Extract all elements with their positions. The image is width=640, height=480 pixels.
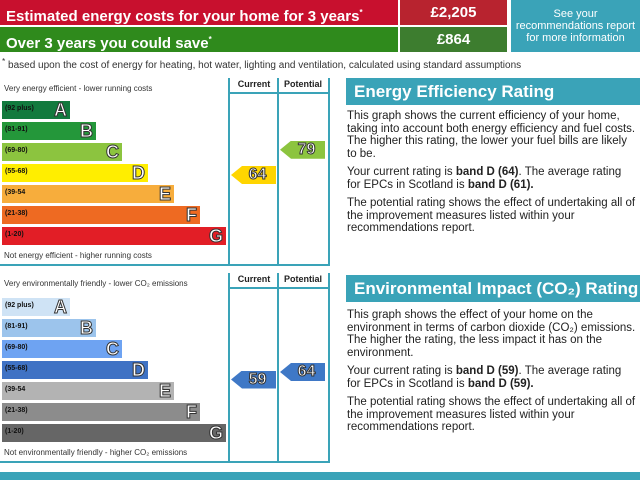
right-border <box>328 78 330 264</box>
band-letter: B <box>80 318 94 339</box>
band-range: (39-54 <box>5 189 26 196</box>
band-range: (21-38) <box>5 210 28 217</box>
band-letter: G <box>208 423 223 444</box>
bottom-caption: Not environmentally friendly - higher CO… <box>4 448 188 457</box>
potential-rating-arrow: 79 <box>280 140 325 159</box>
band-letter: B <box>80 121 94 142</box>
top-caption: Very environmentally friendly - lower CO… <box>4 279 188 288</box>
band-bar-c: (69-80) C <box>2 339 122 360</box>
header-divider <box>228 287 330 289</box>
energy-panel-title: Energy Efficiency Rating <box>346 78 640 105</box>
band-range: (69-80) <box>5 344 28 351</box>
bottom-caption: Not energy efficient - higher running co… <box>4 251 152 260</box>
estimated-costs-value: £2,205 <box>400 0 507 25</box>
header-divider <box>228 92 330 94</box>
band-bar-a: (92 plus) A <box>2 100 70 121</box>
band-bar-f: (21-38) F <box>2 402 200 423</box>
band-bar-b: (81-91) B <box>2 121 96 142</box>
actions-banner <box>0 472 640 480</box>
band-bar-d: (55-68) D <box>2 360 148 381</box>
env-panel-text: This graph shows the effect of your home… <box>347 309 636 433</box>
band-letter: D <box>132 163 146 184</box>
band-letter: F <box>186 205 198 226</box>
potential-header: Potential <box>283 274 322 284</box>
band-range: (92 plus) <box>5 302 34 309</box>
footnote: * based upon the cost of energy for heat… <box>2 56 522 72</box>
top-caption: Very energy efficient - lower running co… <box>4 84 153 93</box>
recommendations-report-link[interactable]: See your recommendations report for more… <box>511 0 640 52</box>
band-letter: C <box>106 142 120 163</box>
band-letter: D <box>132 360 146 381</box>
band-range: (1-20) <box>5 428 24 435</box>
band-letter: E <box>158 381 171 402</box>
recommendations-link-text[interactable]: See your recommendations report for more… <box>515 8 636 44</box>
energy-panel-text: This graph shows the current efficiency … <box>347 110 636 234</box>
savings-label: Over 3 years you could save* <box>0 27 398 52</box>
band-range: (81-91) <box>5 323 28 330</box>
band-range: (92 plus) <box>5 105 34 112</box>
band-letter: C <box>106 339 120 360</box>
band-bar-b: (81-91) B <box>2 318 96 339</box>
band-letter: A <box>54 297 68 318</box>
potential-rating-arrow: 64 <box>280 363 325 381</box>
band-letter: F <box>186 402 198 423</box>
band-bar-c: (69-80) C <box>2 142 122 163</box>
current-header: Current <box>237 79 271 89</box>
current-column-divider <box>228 273 230 461</box>
band-letter: G <box>208 226 223 247</box>
band-range: (55-68) <box>5 168 28 175</box>
potential-column-divider <box>277 78 279 264</box>
estimated-costs-label: Estimated energy costs for your home for… <box>0 0 398 25</box>
band-range: (69-80) <box>5 147 28 154</box>
band-letter: E <box>158 184 171 205</box>
potential-column-divider <box>277 273 279 461</box>
band-bar-g: (1-20) G <box>2 423 226 444</box>
current-rating-arrow: 64 <box>231 166 276 184</box>
band-range: (1-20) <box>5 231 24 238</box>
band-bar-e: (39-54 E <box>2 184 174 205</box>
band-range: (39-54 <box>5 386 26 393</box>
band-letter: A <box>54 100 68 121</box>
band-bar-g: (1-20) G <box>2 226 226 247</box>
band-bar-d: (55-68) D <box>2 163 148 184</box>
band-bar-a: (92 plus) A <box>2 297 70 318</box>
band-bar-e: (39-54 E <box>2 381 174 402</box>
band-range: (21-38) <box>5 407 28 414</box>
band-range: (81-91) <box>5 126 28 133</box>
band-range: (55-68) <box>5 365 28 372</box>
right-border <box>328 273 330 461</box>
current-column-divider <box>228 78 230 264</box>
band-bar-f: (21-38) F <box>2 205 200 226</box>
env-panel-title: Environmental Impact (CO₂) Rating <box>346 275 640 302</box>
potential-header: Potential <box>283 79 322 89</box>
current-header: Current <box>237 274 271 284</box>
savings-value: £864 <box>400 27 507 52</box>
environmental-impact-chart: Current Potential Very environmentally fri… <box>0 273 330 463</box>
energy-efficiency-chart: Current Potential Very energy efficient - … <box>0 78 330 266</box>
current-rating-arrow: 59 <box>231 370 276 389</box>
